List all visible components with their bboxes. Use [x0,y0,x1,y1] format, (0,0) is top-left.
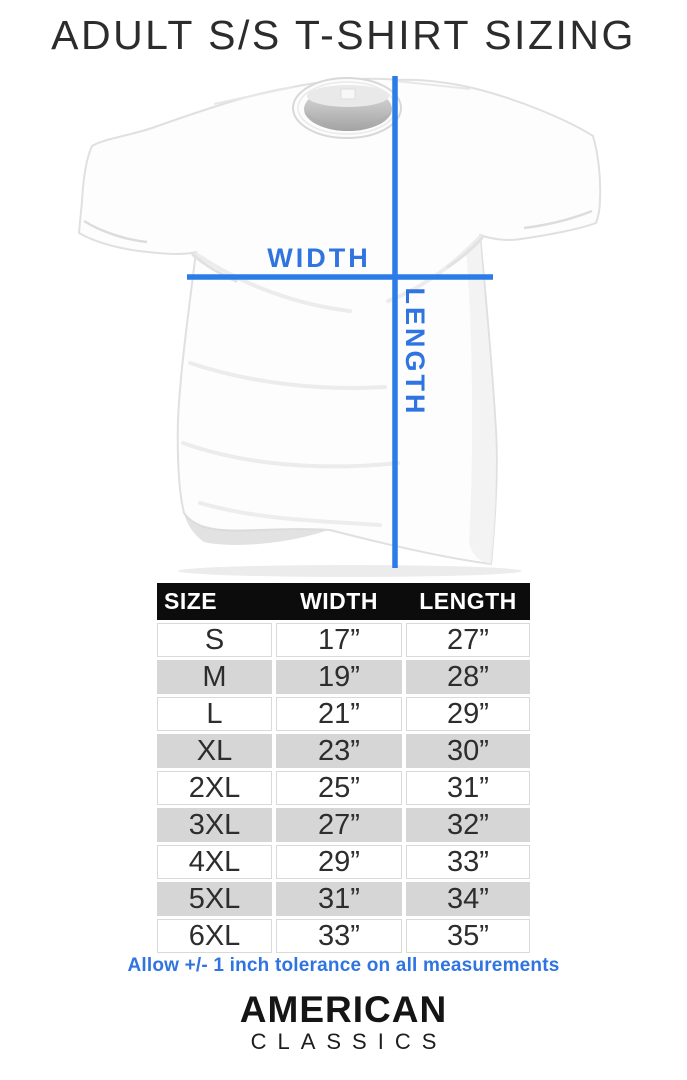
length-label: LENGTH [400,288,430,417]
cell-width: 29” [276,845,402,879]
cell-length: 30” [406,734,530,768]
width-label: WIDTH [267,243,370,273]
brand-logo: AMERICAN CLASSICS [0,989,687,1054]
cell-size: 5XL [157,882,272,916]
collar [292,77,402,139]
table-row: L 21” 29” [157,697,530,731]
cell-length: 27” [406,623,530,657]
cell-width: 19” [276,660,402,694]
cell-size: M [157,660,272,694]
cell-width: 23” [276,734,402,768]
cell-width: 25” [276,771,402,805]
shirt-shading-right [466,235,496,564]
cell-width: 33” [276,919,402,953]
cell-size: 3XL [157,808,272,842]
page-title: ADULT S/S T-SHIRT SIZING [51,12,636,58]
cell-size: S [157,623,272,657]
table-row: S 17” 27” [157,623,530,657]
column-header-length: LENGTH [419,588,517,614]
cell-length: 33” [406,845,530,879]
cell-size: L [157,697,272,731]
column-header-width: WIDTH [300,588,378,614]
table-row: XL 23” 30” [157,734,530,768]
cell-size: 4XL [157,845,272,879]
cell-size: 2XL [157,771,272,805]
cell-width: 21” [276,697,402,731]
cell-length: 32” [406,808,530,842]
cell-size: XL [157,734,272,768]
table-row: 5XL 31” 34” [157,882,530,916]
cell-length: 29” [406,697,530,731]
tolerance-note: Allow +/- 1 inch tolerance on all measur… [127,955,560,976]
cuff-lines [83,209,593,244]
cell-length: 35” [406,919,530,953]
cell-width: 31” [276,882,402,916]
collar-tag [340,88,356,100]
size-chart-table: SIZE WIDTH LENGTH S 17” 27” M 19” 28” L … [157,583,530,953]
cell-length: 28” [406,660,530,694]
table-row: 3XL 27” 32” [157,808,530,842]
table-row: 2XL 25” 31” [157,771,530,805]
cell-length: 31” [406,771,530,805]
size-chart-header-row: SIZE WIDTH LENGTH [157,583,530,620]
shoulder-seams [213,80,471,105]
brand-logo-line1: AMERICAN [239,989,448,1030]
column-header-size: SIZE [164,588,218,614]
brand-logo-line2: CLASSICS [250,1028,448,1054]
cell-length: 34” [406,882,530,916]
tshirt-diagram: WIDTH LENGTH [78,76,602,577]
shirt-shadow [178,565,522,577]
size-chart-body: S 17” 27” M 19” 28” L 21” 29” XL 23” 30”… [157,623,530,953]
hem-fold-shadow [184,513,328,545]
table-row: 6XL 33” 35” [157,919,530,953]
cell-width: 27” [276,808,402,842]
table-row: 4XL 29” 33” [157,845,530,879]
cell-width: 17” [276,623,402,657]
cell-size: 6XL [157,919,272,953]
tshirt-body [78,77,602,565]
table-row: M 19” 28” [157,660,530,694]
